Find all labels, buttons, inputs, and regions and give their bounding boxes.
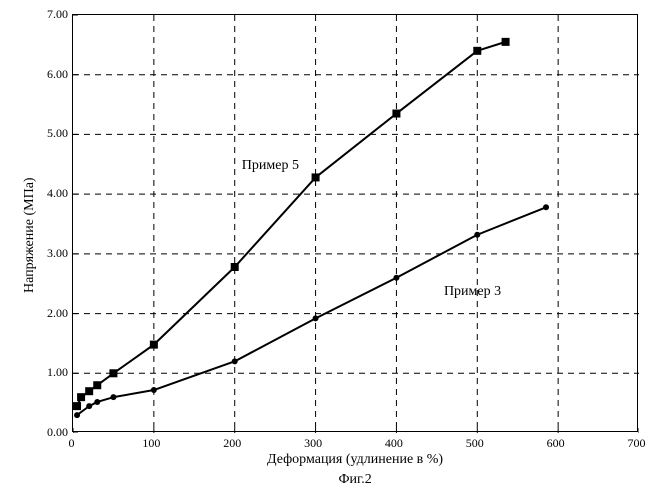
- x-tick-label: 400: [385, 436, 403, 451]
- x-tick-label: 500: [466, 436, 484, 451]
- y-tick-label: 6.00: [34, 67, 68, 82]
- y-tick-label: 5.00: [34, 126, 68, 141]
- y-tick-label: 4.00: [34, 186, 68, 201]
- series-label: Пример 3: [444, 284, 501, 300]
- x-tick-label: 300: [304, 436, 322, 451]
- x-tick-label: 200: [223, 436, 241, 451]
- x-axis-label: Деформация (удлинение в %): [267, 452, 443, 468]
- stress-strain-chart: Напряжение (МПа) Деформация (удлинение в…: [0, 0, 661, 500]
- figure-caption: Фиг.2: [339, 472, 372, 488]
- series-label: Пример 5: [242, 158, 299, 174]
- y-tick-label: 3.00: [34, 246, 68, 261]
- x-tick-label: 700: [628, 436, 646, 451]
- plot-area: [72, 14, 638, 432]
- y-tick-label: 2.00: [34, 306, 68, 321]
- x-tick-label: 100: [142, 436, 160, 451]
- y-tick-label: 0.00: [34, 425, 68, 440]
- x-tick-label: 600: [547, 436, 565, 451]
- y-tick-label: 7.00: [34, 7, 68, 22]
- y-tick-label: 1.00: [34, 365, 68, 380]
- x-tick-label: 0: [69, 436, 75, 451]
- plot-svg: [73, 15, 639, 433]
